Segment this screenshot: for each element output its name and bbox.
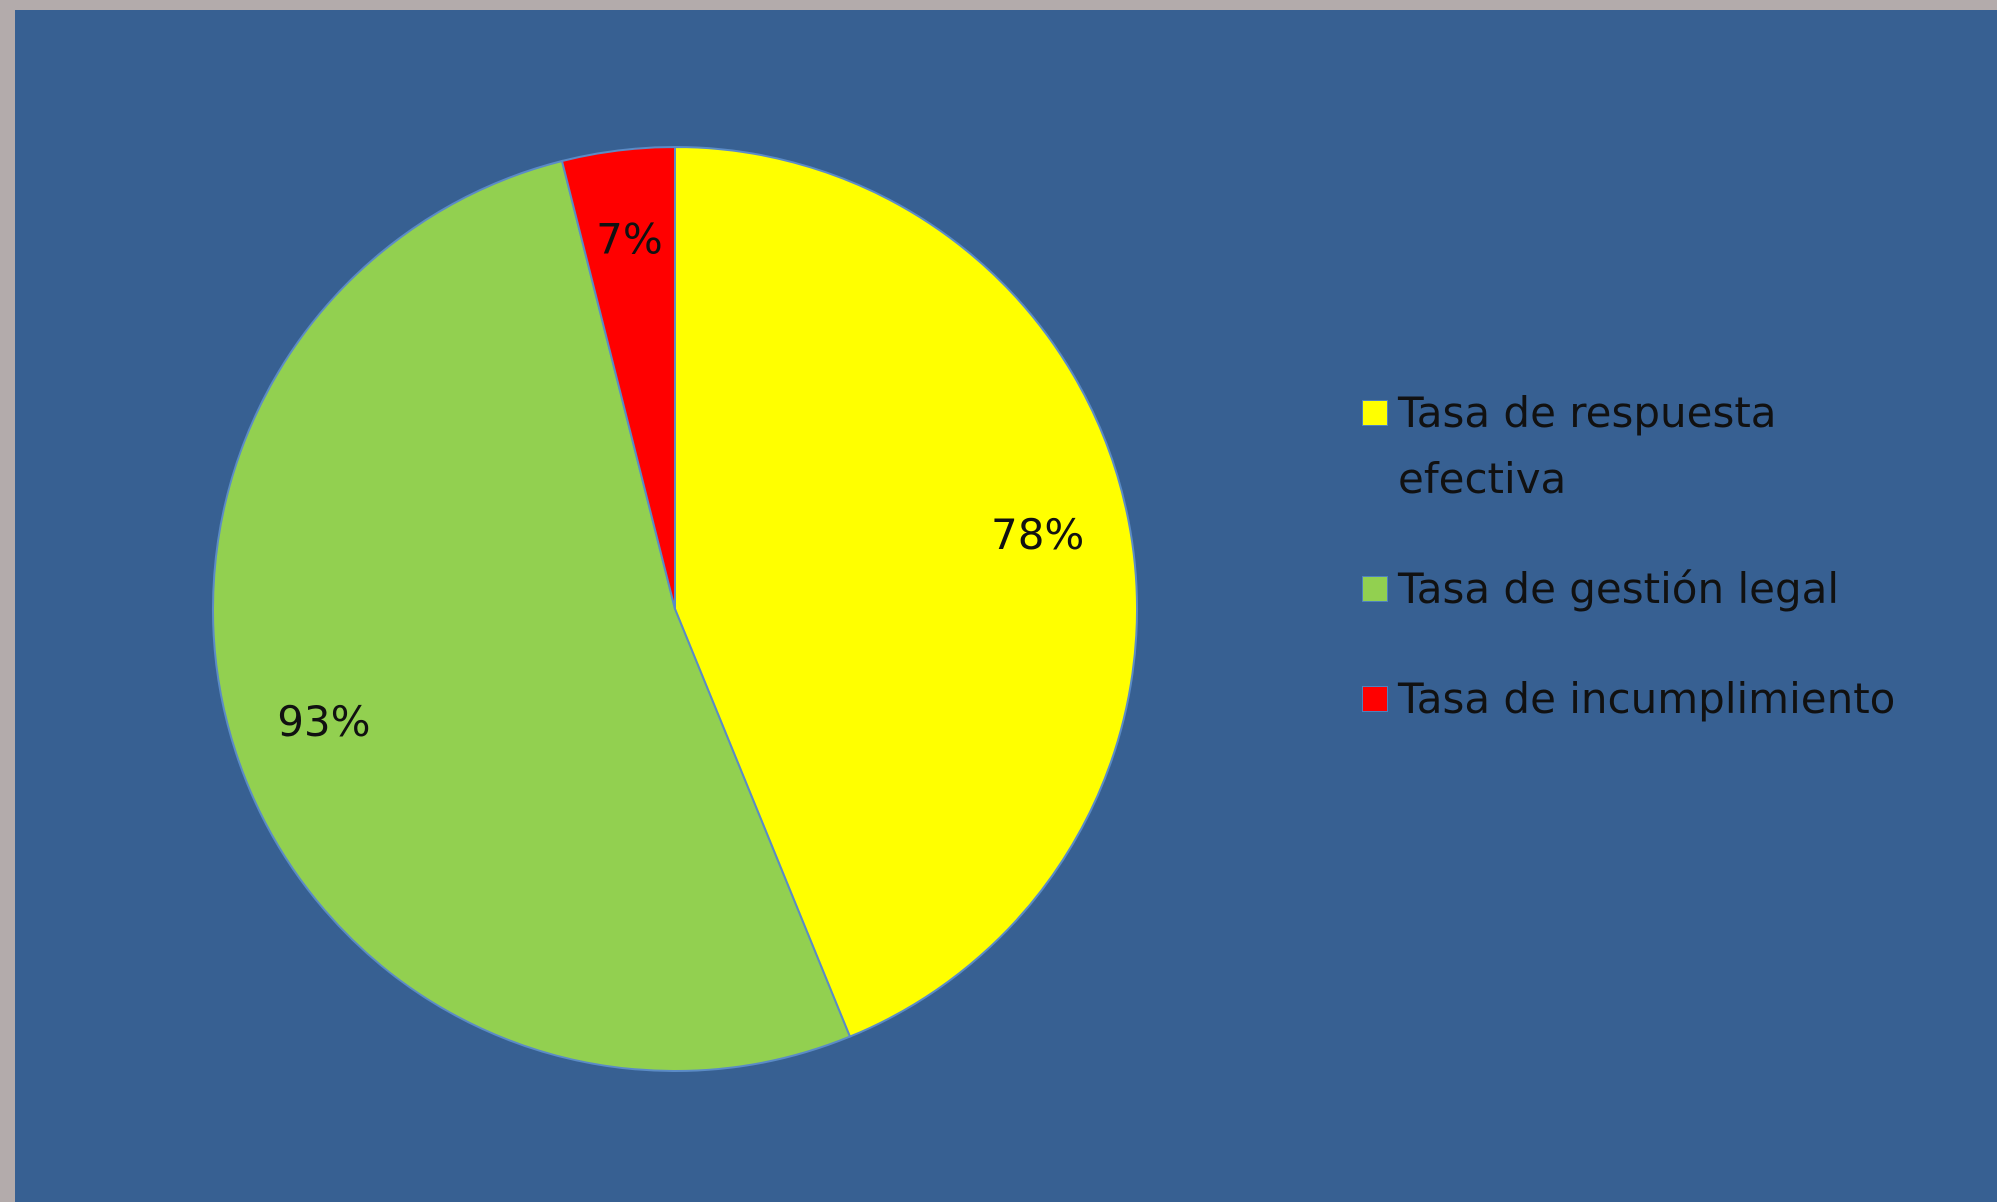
legend-item: Tasa de respuesta efectiva	[1362, 380, 1982, 512]
legend-swatch	[1362, 576, 1388, 602]
legend-label: Tasa de gestión legal	[1398, 564, 1840, 613]
data-label: 78%	[991, 510, 1084, 559]
legend-label: Tasa de respuesta efectiva	[1398, 388, 1777, 503]
pie-slice	[560, 145, 676, 610]
legend-item: Tasa de gestión legal	[1362, 556, 1982, 622]
data-label: 93%	[277, 697, 370, 746]
legend-item: Tasa de incumplimiento	[1362, 666, 1982, 732]
pie-slice	[674, 145, 1139, 1038]
pie-slice	[212, 159, 852, 1072]
data-label: 7%	[596, 215, 663, 264]
legend-swatch	[1362, 686, 1388, 712]
legend-label: Tasa de incumplimiento	[1398, 674, 1896, 723]
legend-swatch	[1362, 400, 1388, 426]
legend: Tasa de respuesta efectiva Tasa de gestió…	[1362, 380, 1982, 776]
